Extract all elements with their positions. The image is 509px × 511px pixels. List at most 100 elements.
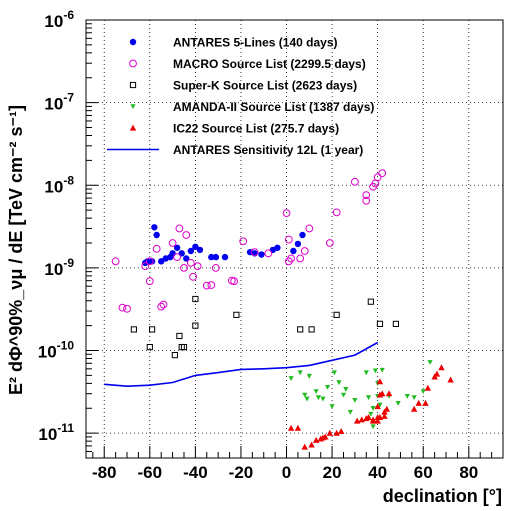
data-point — [182, 231, 191, 239]
data-point — [141, 262, 150, 271]
x-tick-label: -60 — [138, 463, 163, 482]
data-point — [370, 406, 376, 411]
data-point — [175, 224, 184, 233]
data-point — [352, 398, 358, 403]
x-tick-label: -40 — [183, 463, 208, 482]
data-point — [284, 235, 293, 244]
data-point — [420, 389, 426, 394]
data-point — [365, 395, 372, 401]
data-point — [374, 403, 381, 410]
data-point — [157, 258, 165, 265]
data-point — [157, 302, 166, 311]
y-tick-label: 10-8 — [44, 173, 74, 196]
y-tick-label: 10-10 — [38, 339, 75, 362]
data-point — [333, 311, 340, 318]
data-point — [300, 247, 309, 255]
data-point — [169, 250, 176, 257]
data-point — [350, 177, 359, 186]
x-tick-label: 20 — [323, 463, 342, 482]
data-point — [392, 320, 400, 327]
data-point — [315, 395, 322, 401]
data-point — [193, 262, 202, 271]
data-point — [383, 405, 390, 412]
legend-swatch — [129, 124, 137, 131]
x-tick-label: -20 — [229, 463, 254, 482]
data-point — [374, 417, 381, 424]
data-point — [410, 405, 418, 412]
data-point — [343, 387, 349, 392]
data-point — [176, 332, 183, 340]
data-point — [381, 412, 388, 419]
data-point — [111, 257, 120, 266]
data-point — [325, 239, 334, 247]
data-point — [183, 255, 190, 262]
legend-swatch — [130, 104, 136, 110]
data-point — [368, 411, 374, 417]
data-point — [363, 370, 369, 376]
data-point — [152, 244, 161, 253]
data-point — [365, 414, 372, 421]
data-point — [395, 401, 401, 406]
series-4 — [287, 364, 454, 450]
data-point — [379, 367, 385, 373]
y-tick-label: 10-7 — [44, 91, 74, 114]
data-point — [211, 263, 220, 272]
data-point — [411, 395, 417, 401]
data-point — [207, 281, 216, 289]
data-point — [296, 254, 305, 263]
data-point — [290, 247, 297, 255]
data-point — [347, 409, 353, 415]
sensitivity-line — [104, 341, 379, 388]
data-point — [433, 370, 441, 377]
data-point — [373, 173, 382, 182]
y-tick-label: 10-9 — [44, 256, 74, 279]
data-point — [233, 311, 240, 318]
data-point — [153, 231, 160, 239]
data-point — [336, 380, 342, 386]
legend-label: AMANDA-II Source List (1387 days) — [173, 100, 374, 114]
data-point — [297, 370, 303, 376]
legend-swatch — [129, 38, 137, 46]
data-point — [123, 304, 131, 313]
legend-label: Super-K Source List (2623 days) — [173, 79, 357, 93]
data-point — [148, 258, 156, 265]
data-point — [308, 441, 315, 448]
data-point — [447, 376, 454, 383]
legend-label: ANTARES 5-Lines (140 days) — [173, 36, 338, 50]
data-point — [299, 231, 306, 239]
data-point — [151, 224, 158, 231]
x-tick-label: 80 — [459, 463, 478, 482]
x-tick-label: 0 — [282, 463, 291, 482]
series-5 — [104, 341, 379, 388]
data-point — [362, 191, 371, 199]
y-axis-title: E² dΦ^90%_νμ / dE [TeV cm⁻² s⁻¹] — [6, 105, 26, 395]
data-point — [333, 429, 340, 436]
x-tick-label: 60 — [414, 463, 433, 482]
data-point — [301, 443, 308, 450]
x-axis-title: declination [°] — [383, 486, 502, 506]
data-point — [208, 253, 215, 261]
data-point — [212, 253, 220, 261]
data-point — [372, 368, 378, 374]
data-point — [287, 424, 295, 431]
axes: -80 -60 -40 -20 0 20 40 60 80 10-11 10-10 10-9 10-8 1… — [38, 8, 504, 482]
legend-swatch — [129, 59, 137, 68]
data-point — [148, 326, 156, 333]
plot-frame — [85, 19, 504, 459]
data-point — [192, 243, 199, 250]
legend-label: ANTARES Sensitivity 12L (1 year) — [173, 143, 363, 157]
data-point — [274, 244, 281, 251]
data-point — [173, 244, 181, 251]
data-point — [376, 320, 384, 327]
data-point — [130, 326, 137, 333]
data-point — [173, 253, 182, 262]
data-point — [282, 209, 291, 218]
data-point — [258, 251, 265, 258]
data-point — [168, 239, 177, 247]
y-axis-title-group: E² dΦ^90%_νμ / dE [TeV cm⁻² s⁻¹] — [6, 105, 26, 395]
data-point — [308, 326, 315, 333]
data-point — [329, 404, 335, 410]
data-point — [145, 257, 154, 266]
data-point — [326, 429, 334, 436]
data-point — [118, 303, 127, 312]
